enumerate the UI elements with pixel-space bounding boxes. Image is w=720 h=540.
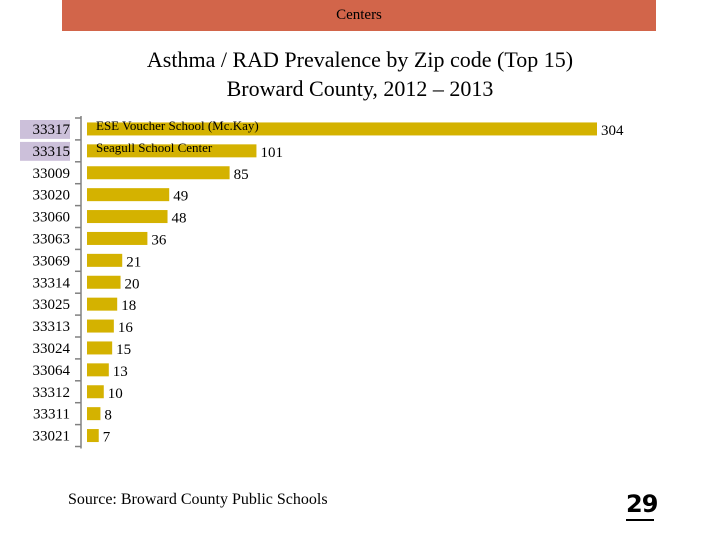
bar: [87, 275, 121, 289]
chart-title-block: Asthma / RAD Prevalence by Zip code (Top…: [0, 45, 720, 103]
bar: [87, 188, 170, 202]
category-label: 33024: [33, 341, 71, 357]
data-label: 10: [108, 386, 123, 402]
bar: [87, 407, 101, 421]
data-label: 13: [113, 364, 128, 380]
category-label: 33060: [33, 210, 71, 226]
bar-annotation: Seagull School Center: [96, 140, 213, 155]
bar: [87, 144, 257, 158]
bar-annotation: ESE Voucher School (Mc.Kay): [96, 118, 259, 133]
bar: [87, 363, 109, 377]
data-label: 20: [125, 276, 140, 292]
category-label: 33025: [33, 297, 71, 313]
bar: [87, 341, 113, 355]
bar: [87, 253, 123, 267]
category-label: 33063: [33, 231, 71, 247]
data-label: 16: [118, 320, 134, 336]
data-label: 36: [151, 232, 167, 248]
bar: [87, 319, 114, 333]
page-number: 29: [626, 490, 658, 518]
data-label: 15: [116, 342, 131, 358]
category-label: 33021: [33, 429, 71, 445]
data-label: 48: [172, 211, 187, 227]
data-label: 101: [260, 145, 283, 161]
category-label: 33315: [33, 144, 71, 160]
category-label: 33064: [33, 363, 71, 379]
bar: [87, 429, 99, 443]
category-label: 33009: [33, 166, 71, 182]
bar: [87, 297, 118, 311]
category-label: 33020: [33, 188, 71, 204]
bar: [87, 231, 148, 245]
bar: [87, 210, 168, 224]
category-label: 33312: [33, 385, 71, 401]
category-highlight: [20, 120, 70, 139]
bar: [87, 385, 104, 399]
category-label: 33317: [33, 122, 71, 138]
data-label: 8: [104, 408, 112, 424]
chart-subtitle: Broward County, 2012 – 2013: [226, 76, 494, 101]
source-note: Source: Broward County Public Schools: [68, 491, 328, 508]
category-label: 33313: [33, 319, 71, 335]
category-highlight: [20, 141, 70, 161]
page-number-underline: [626, 519, 654, 521]
data-label: 85: [234, 167, 249, 183]
data-label: 304: [601, 123, 624, 139]
header-banner: Centers: [62, 0, 656, 31]
category-label: 33311: [33, 407, 70, 423]
category-label: 33314: [33, 275, 71, 291]
data-label: 49: [173, 189, 188, 205]
category-label: 33069: [33, 253, 71, 269]
bar: [87, 166, 230, 180]
bar: [87, 122, 597, 136]
data-label: 21: [126, 254, 141, 270]
data-label: 18: [121, 298, 136, 314]
chart-title: Asthma / RAD Prevalence by Zip code (Top…: [146, 47, 574, 72]
data-label: 7: [103, 430, 111, 446]
